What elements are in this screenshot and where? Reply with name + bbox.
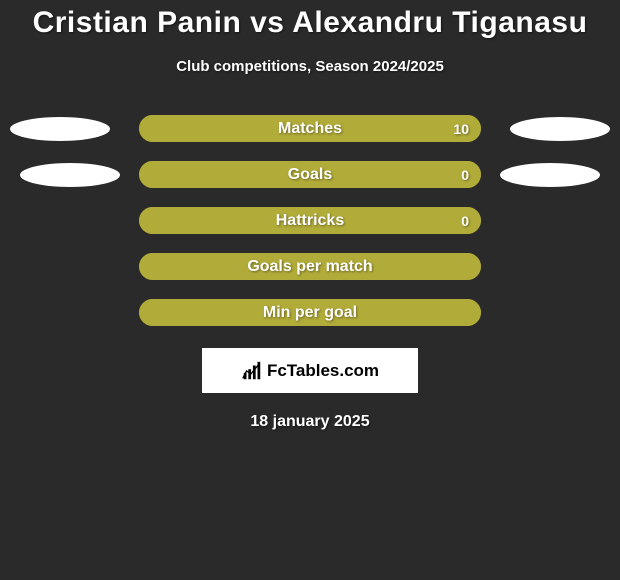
stat-row: Matches10 — [0, 115, 620, 142]
snapshot-date: 18 january 2025 — [0, 413, 620, 431]
stat-value: 0 — [461, 167, 469, 183]
stat-value: 0 — [461, 213, 469, 229]
stat-row: Goals0 — [0, 161, 620, 188]
stat-bar: Min per goal — [139, 299, 481, 326]
stat-value: 10 — [453, 121, 469, 137]
logo-text: FcTables.com — [267, 361, 379, 381]
stat-label: Min per goal — [139, 304, 481, 322]
player-right-marker — [500, 163, 600, 187]
stat-bar: Hattricks0 — [139, 207, 481, 234]
stat-label: Hattricks — [139, 212, 481, 230]
stat-label: Goals — [139, 166, 481, 184]
logo[interactable]: FcTables.com — [241, 360, 379, 382]
stat-bar: Goals per match — [139, 253, 481, 280]
logo-box: FcTables.com — [202, 348, 418, 393]
stat-label: Goals per match — [139, 258, 481, 276]
stat-label: Matches — [139, 120, 481, 138]
stat-bars-container: Matches10Goals0Hattricks0Goals per match… — [0, 115, 620, 326]
stat-row: Min per goal — [0, 299, 620, 326]
comparison-subtitle: Club competitions, Season 2024/2025 — [0, 58, 620, 75]
player-left-marker — [20, 163, 120, 187]
player-right-marker — [510, 117, 610, 141]
chart-icon — [241, 360, 263, 382]
stat-bar: Matches10 — [139, 115, 481, 142]
player-left-marker — [10, 117, 110, 141]
stat-row: Goals per match — [0, 253, 620, 280]
comparison-title: Cristian Panin vs Alexandru Tiganasu — [0, 0, 620, 40]
stat-row: Hattricks0 — [0, 207, 620, 234]
stat-bar: Goals0 — [139, 161, 481, 188]
